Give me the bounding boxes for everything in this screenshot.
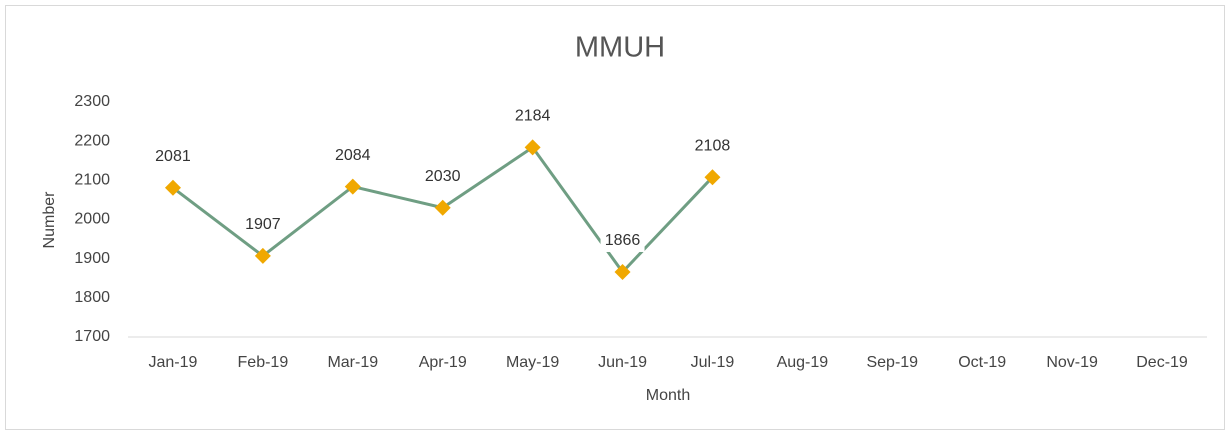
marker xyxy=(524,139,541,156)
x-tick-label: Sep-19 xyxy=(866,354,918,371)
data-label: 1866 xyxy=(605,232,641,249)
marker xyxy=(344,178,361,195)
marker xyxy=(254,247,271,264)
y-tick-label: 2300 xyxy=(74,93,110,110)
data-label: 2030 xyxy=(425,168,461,185)
chart-border xyxy=(5,5,1225,430)
data-label-bg xyxy=(330,144,375,167)
y-tick-label: 1900 xyxy=(74,250,110,267)
y-tick-label: 2200 xyxy=(74,132,110,149)
y-axis-title: Number xyxy=(41,191,58,249)
y-tick-label: 2100 xyxy=(74,172,110,189)
x-tick-label: Jun-19 xyxy=(598,354,647,371)
marker xyxy=(164,179,181,196)
data-label: 2084 xyxy=(335,147,371,164)
data-label: 2108 xyxy=(695,137,731,154)
data-label: 1907 xyxy=(245,216,281,233)
data-label-bg xyxy=(510,105,555,128)
marker xyxy=(434,199,451,216)
x-tick-label: Mar-19 xyxy=(327,354,378,371)
x-tick-label: Nov-19 xyxy=(1046,354,1098,371)
data-label-bg xyxy=(690,135,735,158)
y-tick-label: 1700 xyxy=(74,328,110,345)
data-label-bg xyxy=(150,145,195,168)
x-tick-label: Aug-19 xyxy=(777,354,829,371)
marker xyxy=(704,169,721,186)
x-tick-label: Oct-19 xyxy=(958,354,1006,371)
chart-title: MMUH xyxy=(575,32,665,64)
x-axis-title: Month xyxy=(646,387,690,404)
data-label-bg xyxy=(600,229,645,252)
y-tick-label: 1800 xyxy=(74,289,110,306)
data-label: 2081 xyxy=(155,148,191,165)
data-label: 2184 xyxy=(515,108,551,125)
x-tick-label: Dec-19 xyxy=(1136,354,1188,371)
x-tick-label: May-19 xyxy=(506,354,559,371)
x-tick-label: Jan-19 xyxy=(148,354,197,371)
marker xyxy=(614,263,631,280)
x-tick-label: Apr-19 xyxy=(419,354,467,371)
data-label-bg xyxy=(420,165,465,188)
x-tick-label: Jul-19 xyxy=(691,354,735,371)
data-label-bg xyxy=(240,213,285,236)
y-tick-label: 2000 xyxy=(74,211,110,228)
x-tick-label: Feb-19 xyxy=(238,354,289,371)
